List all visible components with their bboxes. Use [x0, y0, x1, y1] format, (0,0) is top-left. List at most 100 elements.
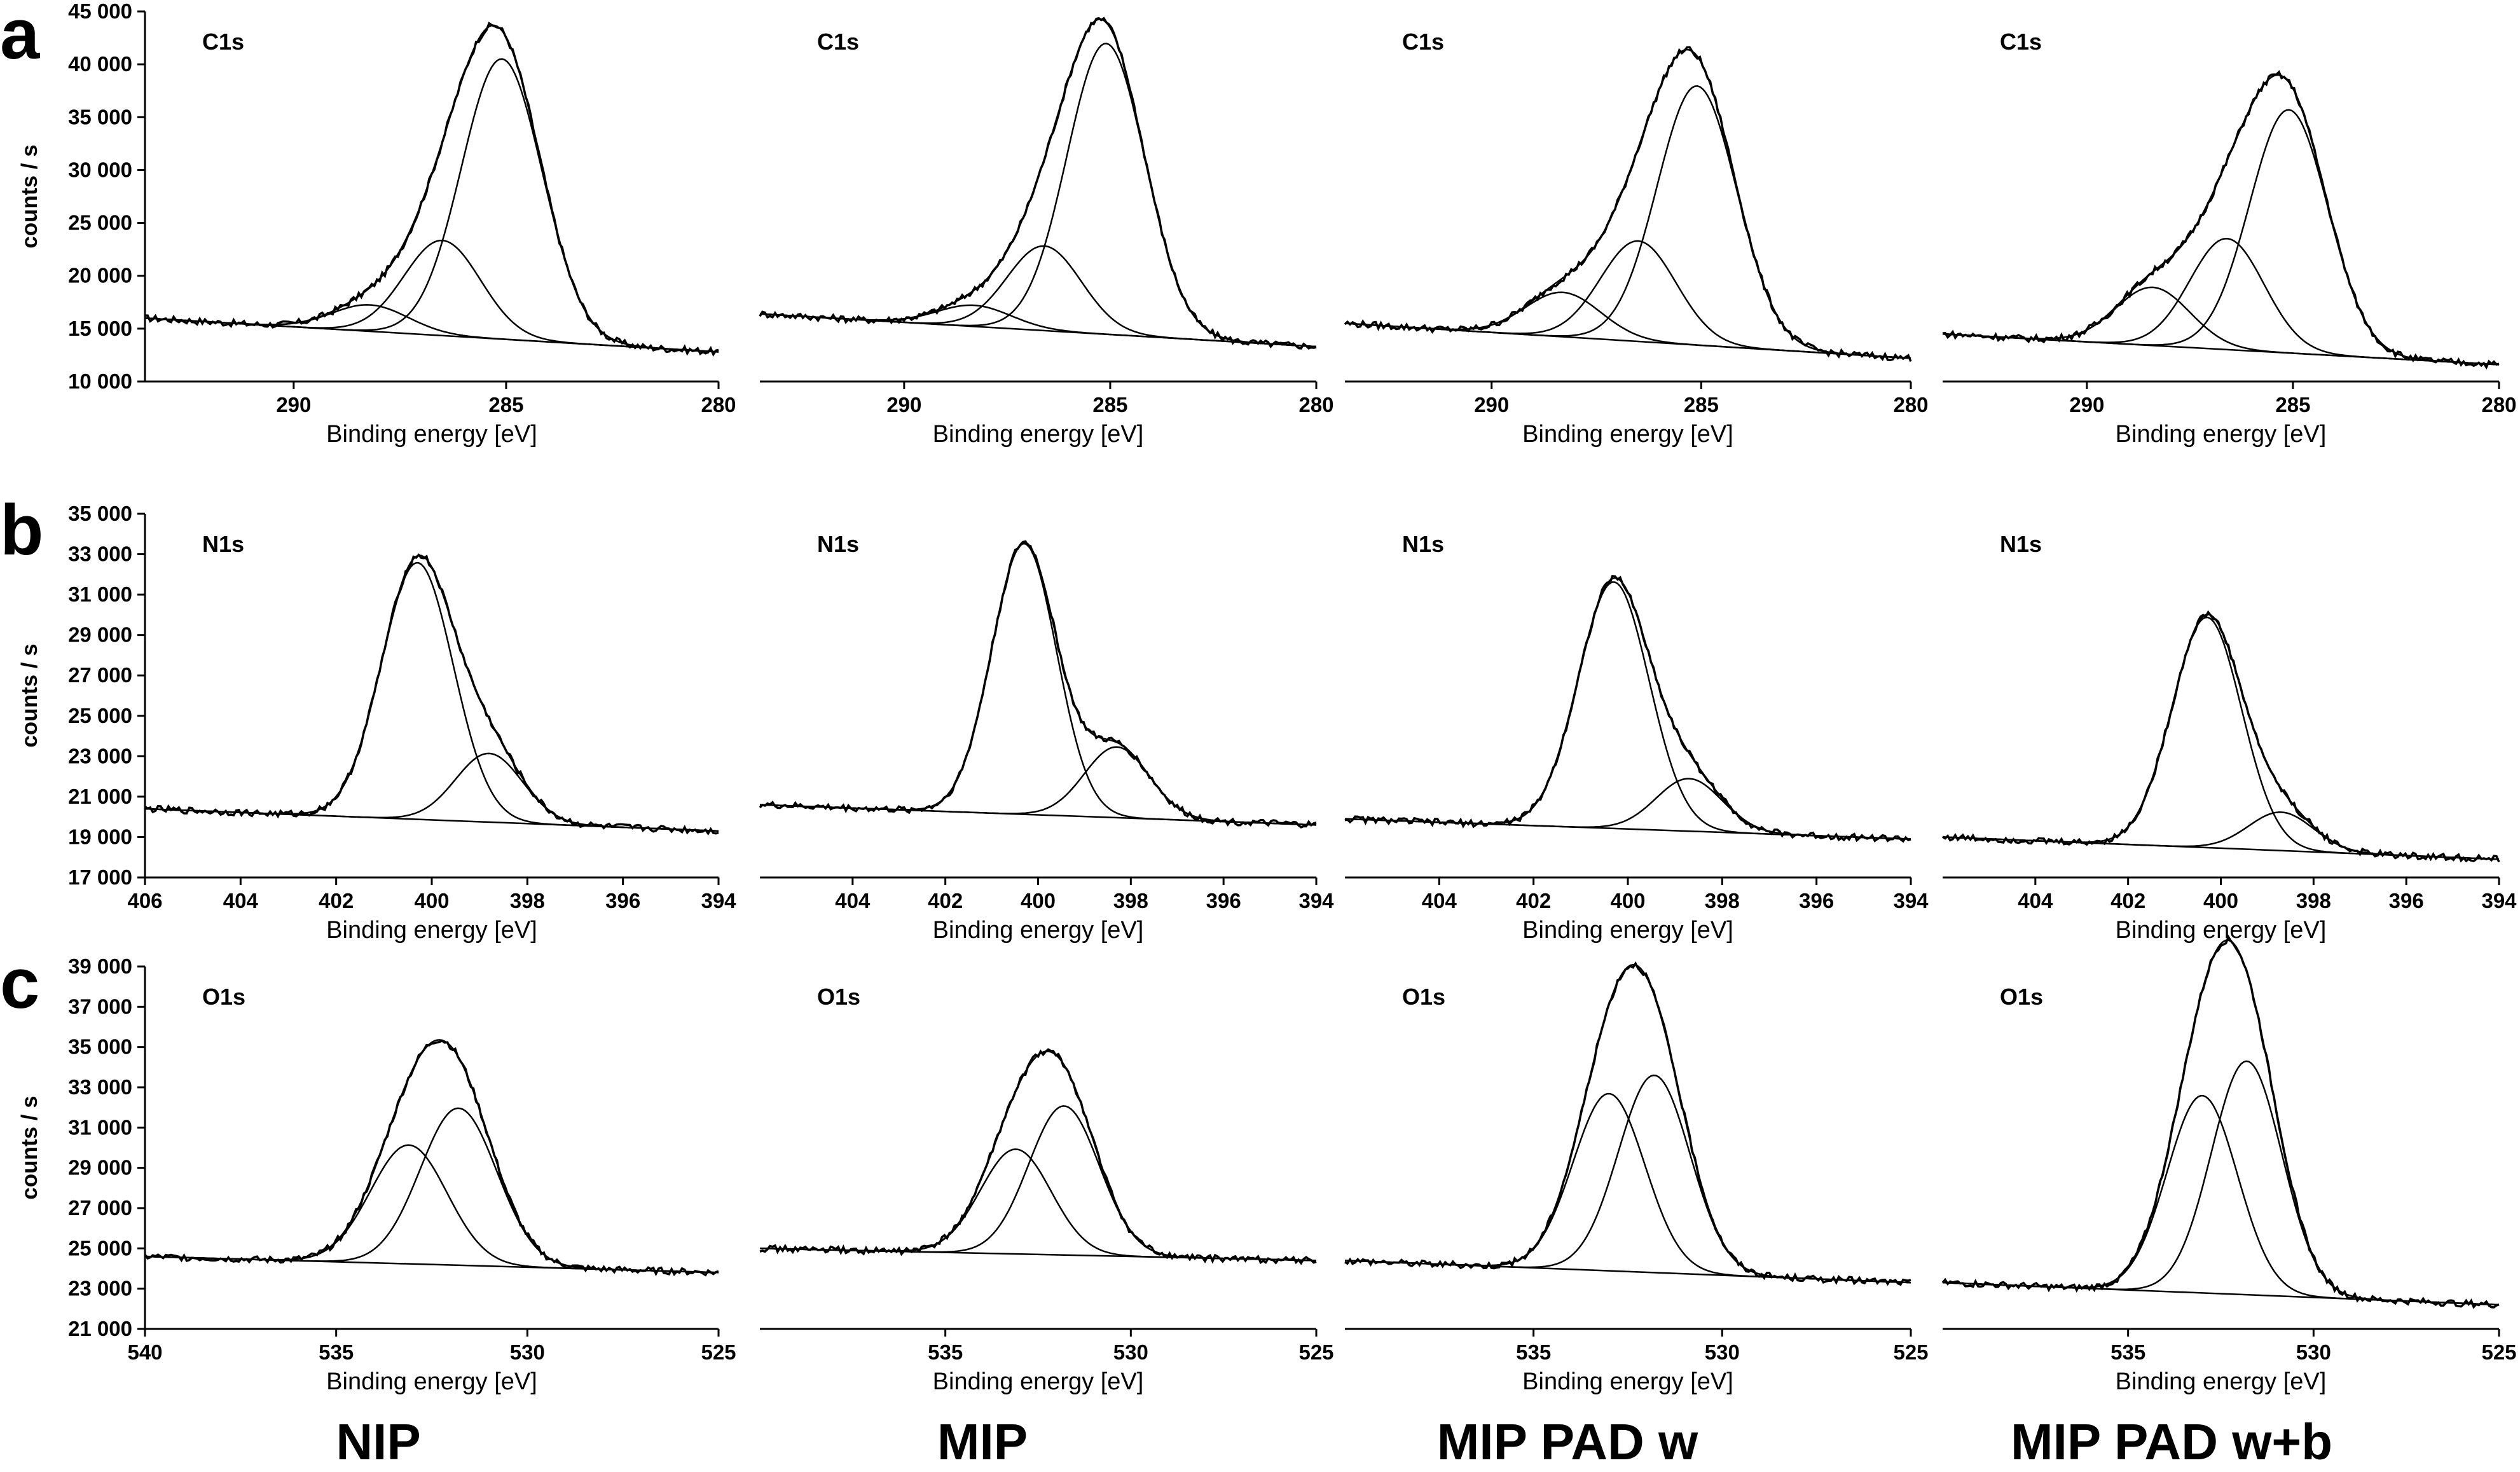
component-peak-line: [1344, 778, 1911, 840]
component-peak-line: [1344, 581, 1911, 840]
x-axis-label: Binding energy [eV]: [2116, 1368, 2327, 1395]
x-axis-label: Binding energy [eV]: [1522, 1368, 1733, 1395]
y-tick-label: 31 000: [68, 582, 132, 606]
peak-annotation: O1s: [202, 984, 245, 1010]
x-tick-label: 398: [1113, 889, 1148, 912]
x-tick-label: 290: [276, 393, 311, 416]
x-tick-label: 535: [319, 1340, 354, 1364]
component-peak-line: [759, 1148, 1317, 1262]
x-axis-label: Binding energy [eV]: [326, 1368, 537, 1395]
panel-a-3: 290 285 280 Binding energy [eV] C1s: [1344, 29, 1929, 448]
y-tick-label: 39 000: [68, 954, 132, 978]
component-peak-line: [1942, 1060, 2500, 1306]
x-tick-label: 398: [1705, 889, 1740, 912]
x-tick-label: 396: [2389, 889, 2424, 912]
component-peak-line: [1942, 1094, 2500, 1306]
sample-label-mip: MIP: [937, 1414, 1028, 1470]
x-tick-label: 530: [510, 1340, 545, 1364]
component-peak-line: [144, 752, 719, 832]
component-peak-line: [759, 1105, 1317, 1262]
envelope-fit-line: [1344, 48, 1911, 359]
y-tick-label: 21 000: [68, 1317, 132, 1340]
panel-b-4: 404 402 400 398 396 394 Binding energy [eV] N1s: [1942, 531, 2517, 944]
raw-spectrum-line: [1942, 70, 2500, 370]
sample-label-mip-pad-wb: MIP PAD w+b: [2011, 1414, 2332, 1470]
component-peak-line: [1942, 616, 2500, 860]
x-tick-label: 402: [1516, 889, 1551, 912]
y-tick-label: 19 000: [68, 825, 132, 848]
panel-a-2: 290 285 280 Binding energy [eV] C1s: [759, 17, 1334, 448]
x-tick-label: 404: [835, 889, 871, 912]
y-tick-label: 29 000: [68, 1156, 132, 1180]
panel-b-3: 404 402 400 398 396 394 Binding energy [eV] N1s: [1344, 531, 1929, 944]
x-tick-label: 280: [1893, 393, 1928, 416]
peak-annotation: O1s: [2000, 984, 2043, 1010]
x-tick-label: 394: [1893, 889, 1929, 912]
x-axis-label: Binding energy [eV]: [933, 917, 1144, 944]
x-tick-label: 285: [1684, 393, 1719, 416]
raw-spectrum-line: [144, 553, 719, 836]
y-tick-label: 23 000: [68, 744, 132, 767]
sample-label-nip: NIP: [336, 1414, 420, 1470]
row-letter-b: b: [0, 490, 43, 570]
x-axis-label: Binding energy [eV]: [1522, 917, 1733, 944]
x-tick-label: 525: [1893, 1340, 1928, 1364]
panel-c-1: 540 535 530 525 21 000 23 000 25 000 27 000 29 0…: [17, 954, 736, 1395]
x-tick-label: 396: [1206, 889, 1241, 912]
y-tick-label: 40 000: [68, 52, 132, 76]
x-tick-label: 404: [2018, 889, 2053, 912]
raw-spectrum-line: [759, 17, 1317, 350]
envelope-fit-line: [759, 1050, 1317, 1262]
x-tick-label: 525: [2481, 1340, 2516, 1364]
envelope-fit-line: [759, 541, 1317, 826]
envelope-fit-line: [1344, 577, 1911, 840]
x-tick-label: 525: [701, 1340, 736, 1364]
envelope-fit-line: [759, 18, 1317, 348]
row-letter-c: c: [0, 944, 39, 1023]
component-peak-line: [144, 304, 719, 353]
y-tick-label: 25 000: [68, 1236, 132, 1260]
peak-annotation: C1s: [2000, 29, 2042, 55]
y-tick-label: 15 000: [68, 317, 132, 340]
x-axis-label: Binding energy [eV]: [326, 421, 537, 448]
x-tick-label: 398: [2296, 889, 2331, 912]
x-tick-label: 535: [1516, 1340, 1551, 1364]
x-tick-label: 535: [928, 1340, 963, 1364]
envelope-fit-line: [1942, 614, 2500, 860]
x-tick-label: 400: [1021, 889, 1056, 912]
x-tick-label: 540: [127, 1340, 162, 1364]
component-peak-line: [1344, 85, 1911, 359]
envelope-fit-line: [144, 554, 719, 832]
envelope-fit-line: [144, 24, 719, 353]
x-tick-label: 285: [488, 393, 523, 416]
x-axis-label: Binding energy [eV]: [2116, 917, 2327, 944]
x-axis-label: Binding energy [eV]: [326, 917, 537, 944]
component-peak-line: [759, 43, 1317, 348]
raw-spectrum-line: [1344, 961, 1911, 1286]
panel-b-1: 406 404 402 400 398 396 394 17 000 19 000 21 000 2…: [17, 502, 736, 944]
component-peak-line: [1942, 286, 2500, 366]
component-peak-line: [144, 1144, 719, 1274]
component-peak-line: [759, 245, 1317, 348]
y-tick-label: 21 000: [68, 785, 132, 808]
y-tick-label: 10 000: [68, 369, 132, 393]
x-tick-label: 280: [701, 393, 736, 416]
x-tick-label: 402: [2110, 889, 2145, 912]
x-tick-label: 400: [414, 889, 449, 912]
y-tick-label: 30 000: [68, 158, 132, 181]
x-tick-label: 400: [2203, 889, 2238, 912]
x-tick-label: 396: [1799, 889, 1834, 912]
y-tick-label: 25 000: [68, 704, 132, 727]
peak-annotation: O1s: [1402, 984, 1445, 1010]
y-tick-label: 33 000: [68, 542, 132, 566]
envelope-fit-line: [1942, 74, 2500, 366]
y-axis-label: counts / s: [17, 643, 42, 747]
panel-a-1: 290 285 280 10 000 15 000 20 000 25 000 30 000 3…: [17, 0, 736, 448]
peak-annotation: O1s: [817, 984, 860, 1010]
panel-a-4: 290 285 280 Binding energy [eV] C1s: [1942, 29, 2517, 448]
x-axis-label: Binding energy [eV]: [933, 1368, 1144, 1395]
x-tick-label: 400: [1610, 889, 1645, 912]
x-tick-label: 396: [605, 889, 640, 912]
component-peak-line: [1942, 109, 2500, 366]
x-tick-label: 406: [127, 889, 162, 912]
